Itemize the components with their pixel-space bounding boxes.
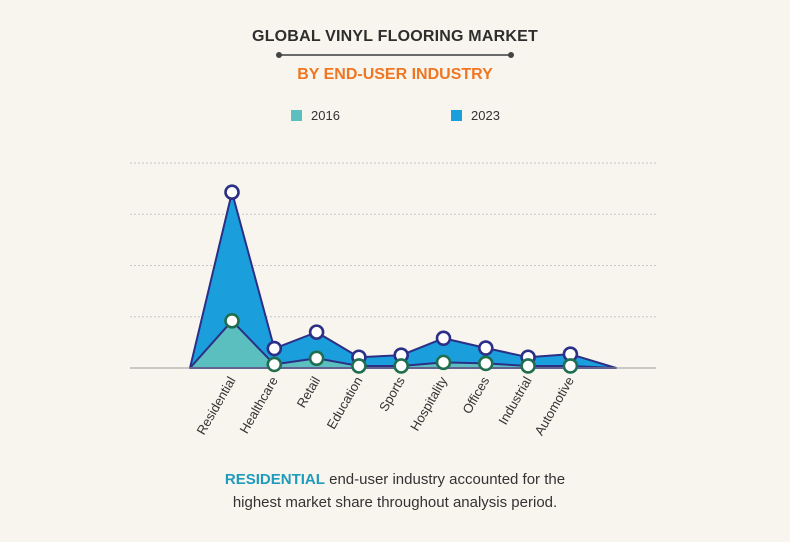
legend-label-2023: 2023 [471, 108, 500, 123]
x-tick-label-offices: Offices [459, 374, 492, 417]
legend-swatch-2023 [451, 110, 462, 121]
chart-title: GLOBAL VINYL FLOORING MARKET [252, 28, 538, 45]
point-2023-residential [224, 184, 240, 201]
point-2016-industrial [520, 358, 536, 374]
chart-caption: RESIDENTIAL end-user industry accounted … [0, 468, 790, 514]
point-2023-offices [477, 340, 494, 356]
point-2023-hospitality [435, 330, 452, 347]
chart-title-block: GLOBAL VINYL FLOORING MARKET [0, 28, 790, 58]
point-2016-residential [224, 313, 240, 329]
x-tick-label-industrial: Industrial [495, 374, 534, 427]
chart-subtitle: BY END-USER INDUSTRY [297, 66, 493, 83]
legend-label-2016: 2016 [311, 108, 340, 123]
legend-swatch-2016 [291, 110, 302, 121]
legend: 2016 2023 [0, 108, 790, 128]
area-2023 [189, 191, 617, 369]
caption-line-1: RESIDENTIAL end-user industry accounted … [0, 468, 790, 491]
x-tick-label-retail: Retail [294, 374, 324, 410]
point-2016-sports [393, 358, 410, 374]
caption-highlight: RESIDENTIAL [224, 471, 325, 488]
point-2016-healthcare [266, 356, 283, 373]
point-2016-retail [308, 350, 325, 367]
x-tick-label-healthcare: Healthcare [236, 374, 280, 436]
caption-line-1-text: end-user industry accounted for the [324, 471, 566, 488]
x-tick-label-education: Education [324, 374, 366, 432]
point-2016-automotive [562, 358, 579, 374]
legend-item-2023: 2023 [451, 108, 500, 123]
x-tick-label-automotive: Automotive [531, 374, 577, 438]
legend-item-2016: 2016 [291, 108, 340, 123]
caption-line-2: highest market share throughout analysis… [232, 494, 558, 511]
point-2016-education [351, 358, 367, 374]
x-tick-label-residential: Residential [193, 374, 238, 437]
x-tick-label-hospitality: Hospitality [407, 374, 450, 434]
x-tick-label-sports: Sports [376, 374, 408, 414]
point-2023-healthcare [266, 340, 283, 357]
point-2016-offices [477, 355, 494, 372]
point-2016-hospitality [435, 354, 452, 371]
point-2023-retail [308, 324, 325, 340]
title-divider [276, 52, 514, 58]
